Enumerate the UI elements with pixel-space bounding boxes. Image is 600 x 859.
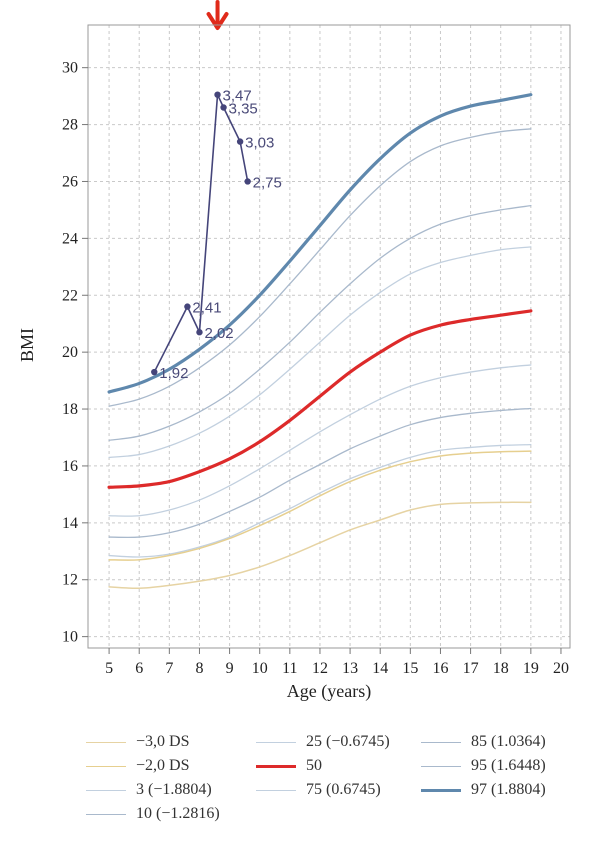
patient-point [196,329,203,336]
legend-label: 75 (0.6745) [306,781,381,798]
x-tick-label: 14 [372,660,388,677]
patient-point-label: 3,03 [245,135,274,152]
patient-trajectory: 1,92 2,41 2,02 3,473,35 3,03 2,75 [151,0,282,382]
y-tick-label: 26 [62,173,78,190]
legend-swatch [86,741,126,743]
x-axis-title: Age (years) [287,681,371,702]
y-tick-label: 18 [62,401,78,418]
legend-label: −2,0 DS [136,757,190,774]
percentile-curve-1 [108,450,532,561]
x-tick-label: 7 [165,660,173,677]
legend-label: 25 (−0.6745) [306,733,390,750]
x-tick-label: 17 [463,660,479,677]
x-tick-label: 19 [523,660,539,677]
percentile-curve-4 [108,364,532,517]
x-tick-label: 9 [226,660,234,677]
legend-swatch [421,741,461,743]
y-tick-label: 30 [62,60,78,77]
x-tick-label: 8 [195,660,203,677]
legend-item: 75 (0.6745) [256,778,381,802]
y-axis-title: BMI [17,328,37,362]
y-tick-label: 10 [62,629,78,646]
patient-point [236,138,244,145]
legend-swatch [86,789,126,791]
patient-point-label: 1,92 [159,365,188,382]
percentile-curve-3 [108,407,532,539]
red-arrow-head [206,12,229,30]
x-tick-label: 16 [432,660,448,677]
x-tick-label: 11 [282,660,297,677]
legend-label: 3 (−1.8804) [136,781,212,798]
legend-item: 3 (−1.8804) [86,778,212,802]
legend: −3,0 DS −2,0 DS 3 (−1.8804) 10 (−1.2816) 25 … [86,730,586,845]
legend-swatch [256,764,296,768]
patient-point-label: 2,75 [253,174,282,191]
legend-label: 97 (1.8804) [471,781,546,798]
percentile-curve-8 [108,128,532,407]
x-tick-label: 15 [402,660,418,677]
x-tick-label: 5 [105,660,113,677]
x-tick-label: 13 [342,660,358,677]
patient-point-label: 3,35 [229,100,258,117]
x-tick-label: 18 [493,660,509,677]
patient-point [214,91,221,98]
percentile-curve-0 [108,501,532,590]
patient-point-label: 3,47 [223,88,252,105]
legend-label: 50 [306,757,322,774]
y-tick-label: 12 [62,572,78,589]
y-tick-label: 28 [62,117,78,134]
patient-point [151,368,158,376]
axes: 5 6 7 8 9 10 11 12 13 14 15 16 17 18 19 20 10 12 14 16 18 20 2… [62,24,571,677]
percentile-curve-9 [107,93,533,394]
legend-item: 10 (−1.2816) [86,802,220,826]
legend-item: 95 (1.6448) [421,754,546,778]
legend-label: 85 (1.0364) [471,733,546,750]
y-tick-label: 14 [62,515,78,532]
grid [88,25,570,648]
percentile-curve-5 [107,309,533,489]
legend-label: 95 (1.6448) [471,757,546,774]
patient-point-label: 2,41 [192,300,221,317]
y-tick-label: 24 [62,230,78,247]
legend-item: −3,0 DS [86,730,189,754]
patient-point-label: 2,02 [204,325,233,342]
plot-frame [87,24,571,649]
legend-item: 25 (−0.6745) [256,730,390,754]
y-tick-label: 20 [62,344,78,361]
x-tick-label: 10 [252,660,268,677]
percentile-curve-7 [108,204,532,441]
legend-item: 97 (1.8804) [421,778,546,802]
x-tick-label: 6 [135,660,143,677]
legend-label: −3,0 DS [136,733,190,750]
legend-item: −2,0 DS [86,754,189,778]
y-tick-label: 22 [62,287,78,304]
legend-swatch [421,788,461,792]
patient-point [184,303,191,310]
y-tick-label: 16 [62,458,78,475]
patient-point [244,178,251,185]
legend-swatch [86,813,126,815]
legend-item: 50 [256,754,322,778]
percentile-curve-6 [108,246,532,459]
percentile-curve-2 [108,443,532,558]
x-tick-label: 12 [312,660,328,677]
legend-swatch [421,765,461,767]
legend-label: 10 (−1.2816) [136,805,220,822]
legend-swatch [256,789,296,791]
legend-swatch [256,741,296,743]
legend-swatch [86,765,126,767]
legend-item: 85 (1.0364) [421,730,546,754]
percentile-curves [107,93,533,590]
patient-point [220,104,227,111]
x-tick-label: 20 [553,660,569,677]
